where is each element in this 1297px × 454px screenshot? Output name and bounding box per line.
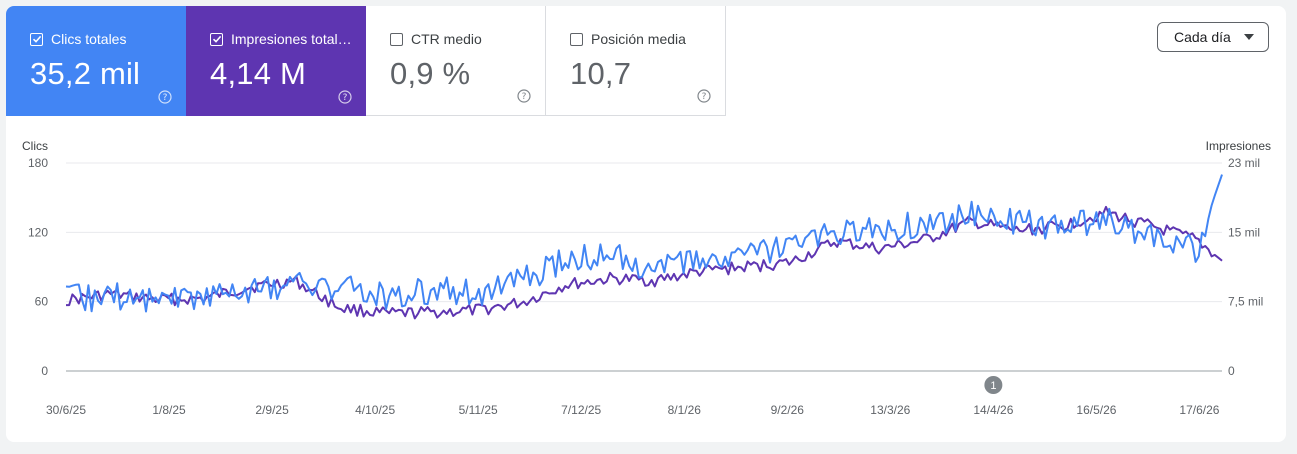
right-tick-label: 15 mil (1228, 225, 1260, 239)
help-icon[interactable]: ? (517, 89, 531, 103)
clicks-series-line (65, 174, 1223, 313)
metric-total-clicks-label[interactable]: Clics totales (30, 31, 126, 47)
left-tick-label: 180 (28, 156, 48, 170)
granularity-selected-value: Cada día (1174, 29, 1231, 45)
x-tick-label: 4/10/25 (355, 403, 395, 417)
left-tick-label: 0 (41, 364, 48, 378)
help-icon[interactable]: ? (697, 89, 711, 103)
metric-average-ctr-label[interactable]: CTR medio (390, 31, 482, 47)
impressions-series-line (66, 205, 1223, 320)
metric-label-text: Clics totales (51, 31, 127, 47)
metric-average-position-label[interactable]: Posición media (570, 31, 686, 47)
x-tick-label: 16/5/26 (1076, 403, 1116, 417)
right-tick-label: 23 mil (1228, 156, 1260, 170)
x-tick-label: 30/6/25 (46, 403, 86, 417)
x-tick-label: 2/9/25 (255, 403, 289, 417)
help-icon[interactable]: ? (338, 90, 352, 104)
checkbox-unchecked-icon[interactable] (570, 32, 583, 46)
svg-text:?: ? (163, 93, 168, 103)
metric-value: 0,9 % (390, 56, 471, 91)
x-tick-label: 13/3/26 (870, 403, 910, 417)
metric-total-impressions-label[interactable]: Impresiones total… (210, 31, 352, 47)
checkbox-checked-icon[interactable] (30, 32, 43, 46)
svg-text:?: ? (343, 93, 348, 103)
metric-label-text: CTR medio (411, 31, 482, 47)
right-axis-title: Impresiones (1206, 139, 1271, 153)
metric-average-position[interactable]: Posición media 10,7 ? (546, 6, 726, 116)
right-tick-label: 0 (1228, 364, 1235, 378)
annotation-marker-label: 1 (990, 380, 996, 392)
checkbox-checked-icon[interactable] (210, 32, 223, 46)
help-icon[interactable]: ? (158, 90, 172, 104)
metric-value: 4,14 M (210, 56, 306, 91)
right-tick-label: 7,5 mil (1228, 295, 1263, 309)
x-tick-label: 17/6/26 (1179, 403, 1219, 417)
performance-chart: Clics Impresiones 0 0 60 7,5 mil 120 15 mil 180 2… (22, 139, 1271, 417)
x-tick-label: 5/11/25 (459, 403, 498, 417)
x-tick-label: 8/1/26 (668, 403, 702, 417)
metric-value: 35,2 mil (30, 56, 141, 91)
left-tick-label: 120 (28, 225, 48, 239)
performance-card: Clics totales 35,2 mil ? Impresiones tot… (6, 6, 1286, 442)
metric-total-clicks[interactable]: Clics totales 35,2 mil ? (6, 6, 186, 116)
x-tick-label: 7/12/25 (561, 403, 601, 417)
svg-text:?: ? (522, 92, 527, 102)
svg-text:?: ? (702, 92, 707, 102)
metric-label-text: Impresiones total… (231, 31, 352, 47)
x-tick-label: 9/2/26 (771, 403, 805, 417)
metric-value: 10,7 (570, 56, 632, 91)
metric-average-ctr[interactable]: CTR medio 0,9 % ? (366, 6, 546, 116)
checkbox-unchecked-icon[interactable] (390, 32, 403, 46)
caret-down-icon (1244, 34, 1254, 40)
metric-total-impressions[interactable]: Impresiones total… 4,14 M ? (186, 6, 366, 116)
left-axis-title: Clics (22, 139, 48, 153)
metric-label-text: Posición media (591, 31, 686, 47)
granularity-dropdown[interactable]: Cada día (1157, 22, 1269, 52)
annotation-marker[interactable] (984, 376, 1003, 394)
left-tick-label: 60 (35, 295, 49, 309)
x-tick-label: 1/8/25 (152, 403, 186, 417)
x-tick-label: 14/4/26 (973, 403, 1013, 417)
